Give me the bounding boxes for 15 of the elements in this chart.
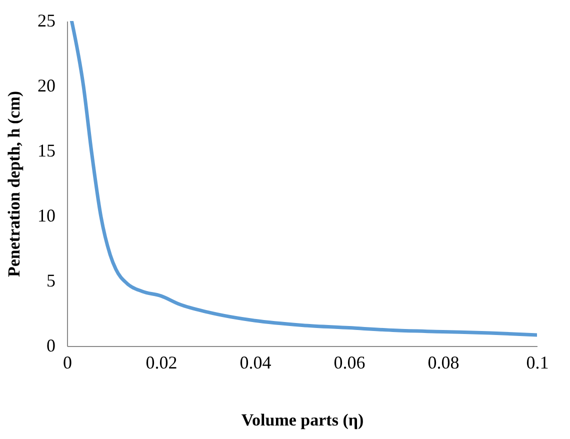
y-tick-label: 20 (38, 76, 56, 96)
x-tick-label: 0.02 (146, 352, 178, 372)
y-tick-label: 10 (38, 206, 56, 226)
x-tick-label: 0 (63, 352, 72, 372)
line-series (70, 21, 537, 337)
y-tick-label: 5 (46, 270, 56, 290)
x-tick-label: 0.06 (334, 352, 366, 372)
y-axis-title: Penetration depth, h (cm) (4, 90, 24, 278)
y-tick-label: 15 (38, 140, 56, 160)
x-tick-label: 0.04 (240, 352, 272, 372)
x-axis-title: Volume parts (η) (241, 410, 364, 430)
x-tick-label: 0.1 (526, 352, 549, 372)
y-tick-label: 25 (38, 10, 56, 30)
x-tick-label: 0.08 (428, 352, 460, 372)
y-tick-label: 0 (46, 336, 56, 356)
